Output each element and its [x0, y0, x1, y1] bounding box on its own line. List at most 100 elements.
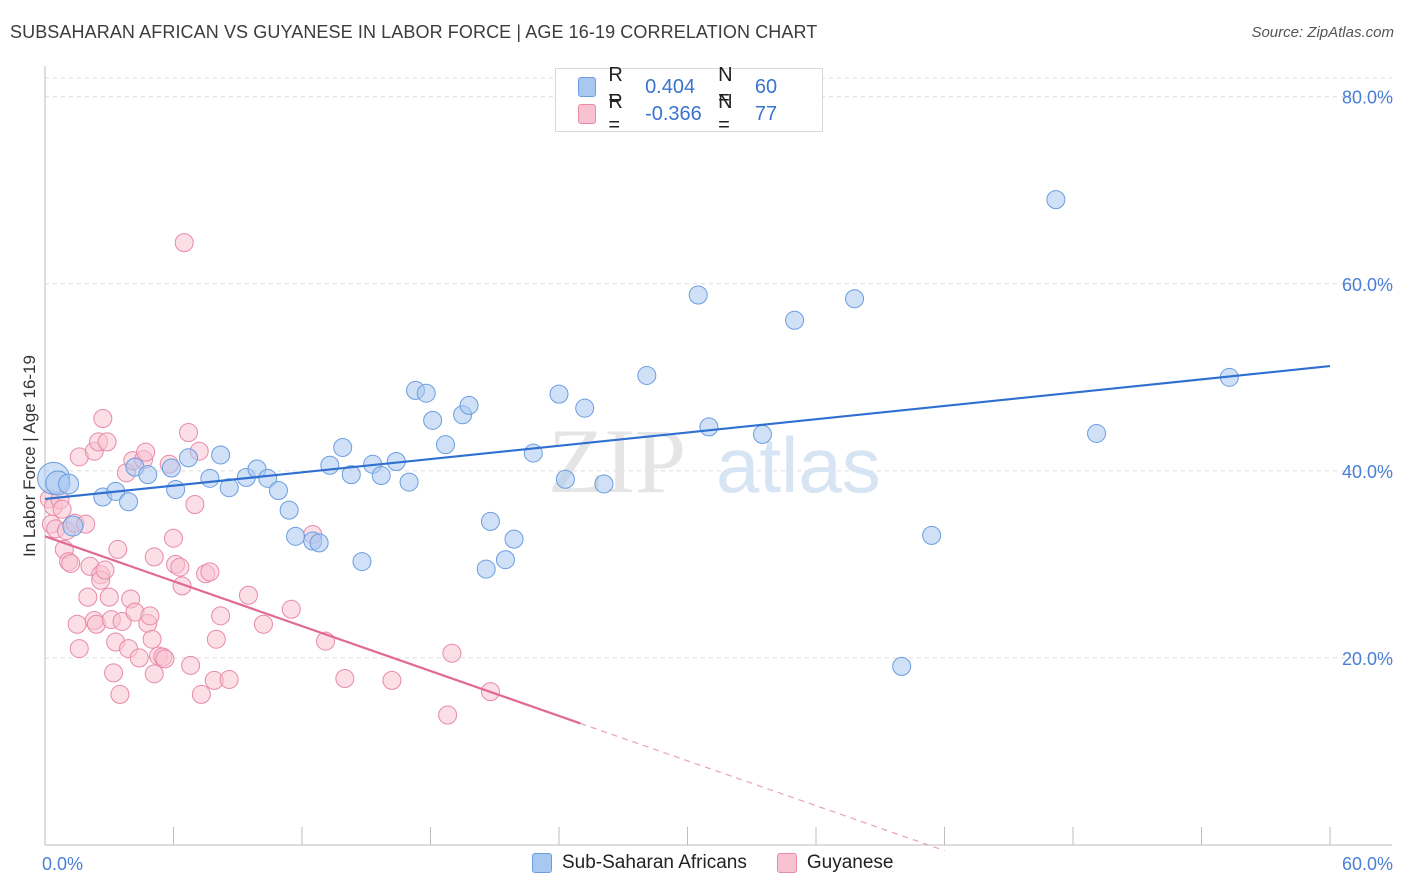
subsaharan-trend-line	[44, 364, 1331, 501]
guyanese-point	[108, 539, 128, 559]
subsaharan-point	[637, 365, 657, 385]
subsaharan-point	[309, 533, 329, 553]
tick-labels: 20.0% 40.0% 60.0% 80.0% 0.0% 60.0%	[42, 88, 1393, 874]
subsaharan-point	[119, 492, 139, 512]
subsaharan-point	[279, 500, 299, 520]
guyanese-point	[164, 528, 183, 548]
legend-label-guyanese: Guyanese	[806, 852, 894, 873]
subsaharan-point	[435, 435, 455, 455]
guyanese-point	[112, 611, 132, 631]
guyanese-point	[206, 629, 226, 649]
subsaharan-point	[58, 473, 80, 495]
subsaharan-points	[37, 190, 1239, 676]
legend-r-value: 0.404	[645, 75, 696, 98]
subsaharan-point	[504, 529, 524, 549]
subsaharan-point	[320, 455, 340, 475]
guyanese-point	[172, 576, 192, 596]
subsaharan-point	[594, 474, 614, 494]
stats-legend: R = 0.404 N = 60 R = -0.366 N = 77	[555, 64, 823, 136]
subsaharan-point	[286, 526, 306, 546]
guyanese-point	[144, 664, 164, 684]
guyanese-point	[95, 560, 115, 580]
watermark: ZIP atlas	[548, 410, 881, 512]
legend-label-subsaharan: Sub-Saharan Africans	[562, 852, 747, 873]
subsaharan-point	[699, 417, 719, 437]
guyanese-trend-extension	[580, 722, 945, 852]
subsaharan-point	[416, 383, 436, 403]
subsaharan-point	[138, 465, 158, 485]
legend-n-value: 60	[754, 75, 778, 98]
series-legend: Sub-Saharan Africans Guyanese	[532, 852, 923, 874]
guyanese-point	[78, 587, 98, 607]
guyanese-point	[178, 423, 198, 443]
guyanese-point	[281, 599, 301, 619]
guyanese-point	[442, 643, 462, 663]
guyanese-point	[144, 547, 164, 567]
guyanese-point	[93, 408, 113, 428]
guyanese-point	[174, 233, 194, 253]
legend-r-label: R =	[608, 91, 623, 136]
subsaharan-point	[495, 550, 515, 570]
subsaharan-point	[423, 410, 443, 430]
subsaharan-point	[219, 478, 239, 498]
y-tick-label: 20.0%	[1342, 649, 1393, 669]
legend-swatch-blue	[532, 853, 552, 873]
guyanese-point	[253, 614, 273, 634]
x-tick-label: 60.0%	[1342, 854, 1393, 874]
guyanese-point	[97, 432, 117, 452]
guyanese-point	[200, 562, 220, 582]
trend-lines	[44, 364, 1331, 852]
guyanese-point	[110, 684, 130, 704]
guyanese-trend-line	[44, 535, 581, 725]
subsaharan-point	[1046, 190, 1066, 210]
guyanese-point	[67, 614, 87, 634]
subsaharan-point	[178, 448, 198, 468]
subsaharan-point	[845, 289, 865, 309]
guyanese-point	[191, 684, 211, 704]
subsaharan-point	[785, 310, 805, 330]
guyanese-point	[142, 629, 162, 649]
y-tick-label: 40.0%	[1342, 462, 1393, 482]
subsaharan-point	[752, 424, 772, 444]
legend-item-subsaharan: Sub-Saharan Africans	[532, 852, 747, 874]
y-tick-label: 80.0%	[1342, 88, 1393, 108]
legend-n-value: 77	[754, 102, 778, 125]
subsaharan-point	[555, 469, 575, 489]
guyanese-point	[335, 669, 355, 689]
guyanese-point	[155, 649, 175, 669]
legend-item-guyanese: Guyanese	[776, 852, 894, 874]
guyanese-point	[238, 585, 258, 605]
guyanese-point	[129, 648, 149, 668]
guyanese-point	[99, 587, 119, 607]
subsaharan-point	[352, 552, 372, 572]
subsaharan-point	[549, 384, 569, 404]
guyanese-point	[438, 705, 458, 725]
subsaharan-point	[575, 398, 595, 418]
guyanese-points	[39, 233, 500, 725]
subsaharan-point	[371, 466, 391, 486]
legend-swatch-blue	[578, 77, 597, 97]
guyanese-point	[181, 655, 201, 675]
watermark-atlas: atlas	[716, 421, 881, 509]
subsaharan-point	[892, 656, 912, 676]
legend-row-guyanese: R = -0.366 N = 77	[578, 91, 822, 136]
legend-swatch-pink	[578, 104, 597, 124]
legend-swatch-pink	[776, 853, 797, 873]
x-tick-label: 0.0%	[42, 854, 83, 874]
source-label: Source: ZipAtlas.com	[1251, 24, 1394, 41]
guyanese-point	[219, 669, 239, 689]
guyanese-point	[185, 495, 205, 515]
guyanese-point	[52, 499, 72, 519]
grid-lines	[45, 77, 1392, 659]
guyanese-point	[211, 606, 231, 626]
watermark-zip: ZIP	[548, 410, 686, 512]
subsaharan-point	[200, 468, 220, 488]
legend-r-value: -0.366	[645, 102, 702, 125]
legend-n-label: N =	[718, 64, 733, 109]
guyanese-point	[170, 557, 190, 577]
subsaharan-point	[268, 480, 288, 500]
subsaharan-point	[211, 445, 231, 465]
guyanese-point	[104, 663, 124, 683]
guyanese-point	[69, 639, 89, 659]
